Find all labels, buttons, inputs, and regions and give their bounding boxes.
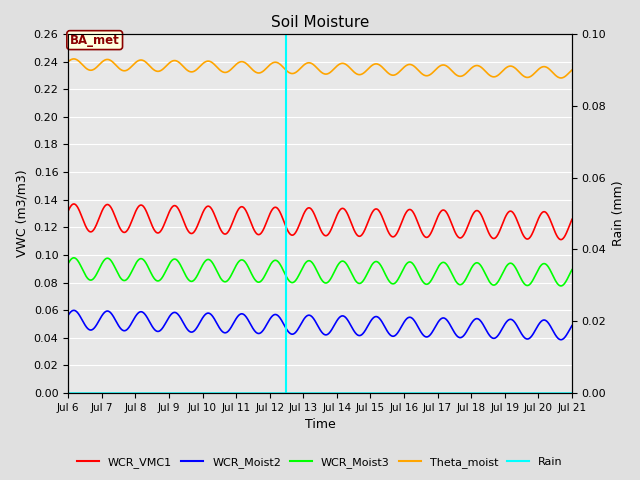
Text: BA_met: BA_met xyxy=(70,34,120,47)
Legend: WCR_VMC1, WCR_Moist2, WCR_Moist3, Theta_moist, Rain: WCR_VMC1, WCR_Moist2, WCR_Moist3, Theta_… xyxy=(72,452,568,472)
X-axis label: Time: Time xyxy=(305,419,335,432)
Y-axis label: Rain (mm): Rain (mm) xyxy=(612,181,625,246)
Y-axis label: VWC (m3/m3): VWC (m3/m3) xyxy=(15,170,28,257)
Title: Soil Moisture: Soil Moisture xyxy=(271,15,369,30)
